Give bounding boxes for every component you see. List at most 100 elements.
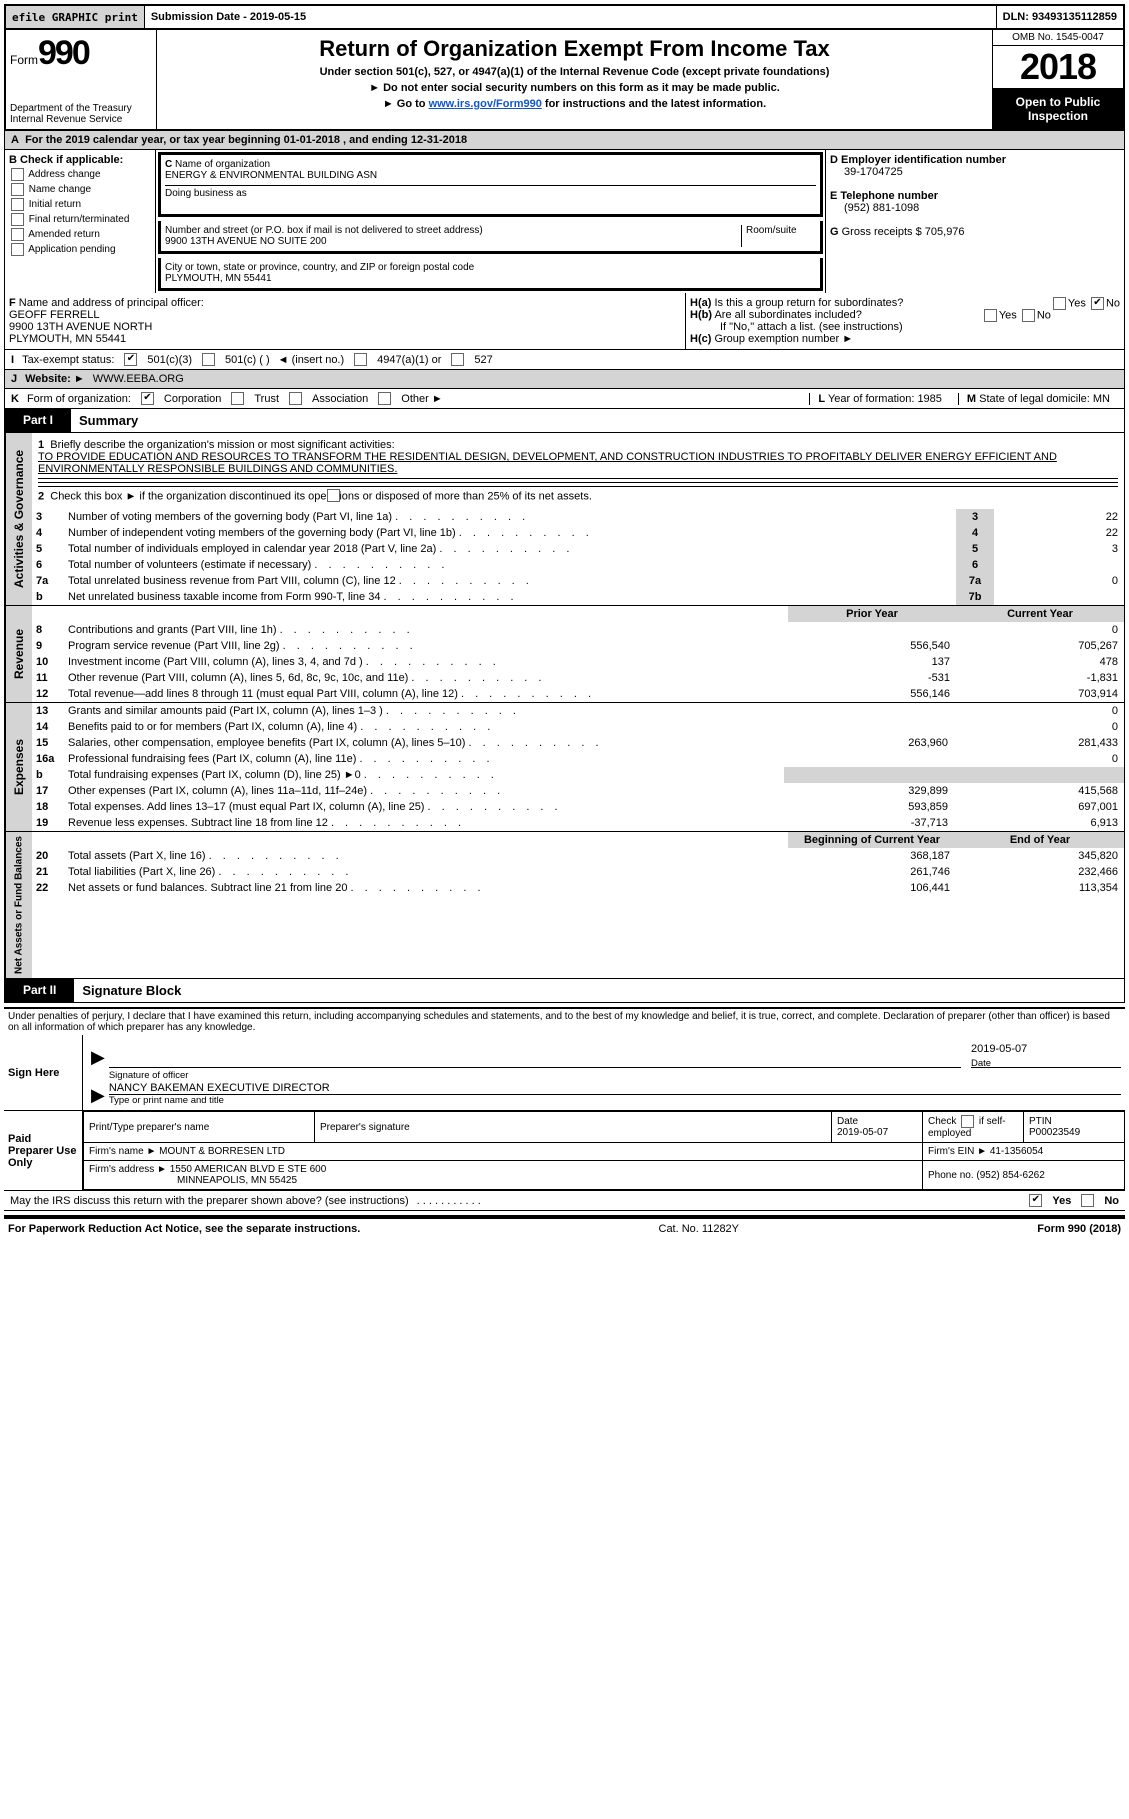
footer: For Paperwork Reduction Act Notice, see … (4, 1218, 1125, 1239)
form990-link[interactable]: www.irs.gov/Form990 (429, 98, 542, 110)
tax-year: 2018 (993, 46, 1123, 89)
dln: DLN: 93493135112859 (997, 6, 1123, 28)
sign-here-row: Sign Here ▶ Signature of officer 2019-05… (4, 1035, 1125, 1111)
officer-h-row: F Name and address of principal officer:… (4, 293, 1125, 350)
section-b: B Check if applicable: Address change Na… (5, 150, 156, 293)
cb-initial-return[interactable]: Initial return (9, 198, 151, 211)
subtitle-2: ► Do not enter social security numbers o… (163, 82, 986, 94)
state-domicile-label: State of legal domicile: (979, 393, 1090, 405)
line-a: A For the 2019 calendar year, or tax yea… (4, 131, 1125, 150)
officer-label: Name and address of principal officer: (19, 297, 204, 309)
cb-application-pending[interactable]: Application pending (9, 243, 151, 256)
cb-501c3[interactable] (124, 353, 137, 366)
vhead-expenses: Expenses (5, 703, 32, 831)
form-label: Form (10, 53, 38, 67)
preparer-table: Print/Type preparer's name Preparer's si… (83, 1111, 1125, 1190)
phone-value: (952) 881-1098 (844, 202, 1120, 214)
cb-4947[interactable] (354, 353, 367, 366)
city-state-zip: PLYMOUTH, MN 55441 (165, 273, 816, 284)
gross-receipts-g: G (830, 226, 839, 238)
penalties-text: Under penalties of perjury, I declare th… (4, 1007, 1125, 1035)
year-formation: 1985 (917, 393, 941, 405)
hb-note: If "No," attach a list. (see instruction… (720, 321, 1120, 333)
dept-treasury: Department of the Treasury (10, 103, 152, 114)
form-header: Form990 Department of the Treasury Inter… (4, 30, 1125, 131)
line-klm: KForm of organization: Corporation Trust… (4, 389, 1125, 409)
org-name-label: Name of organization (175, 159, 270, 170)
cb-corporation[interactable] (141, 392, 154, 405)
form-title: Return of Organization Exempt From Incom… (163, 36, 986, 62)
omb-number: OMB No. 1545-0047 (993, 30, 1123, 46)
ptin-label: PTIN (1029, 1116, 1052, 1127)
ha-yes[interactable]: Yes (1068, 297, 1086, 309)
discuss-row: May the IRS discuss this return with the… (4, 1191, 1125, 1211)
cb-trust[interactable] (231, 392, 244, 405)
cb-discontinued[interactable] (327, 489, 340, 502)
cb-name-change[interactable]: Name change (9, 183, 151, 196)
cb-discuss-yes[interactable] (1029, 1194, 1042, 1207)
gross-receipts-label: Gross receipts $ (842, 226, 922, 238)
state-domicile: MN (1093, 393, 1110, 405)
cb-527[interactable] (451, 353, 464, 366)
street-address: 9900 13TH AVENUE NO SUITE 200 (165, 236, 741, 247)
prep-date-val: 2019-05-07 (837, 1127, 888, 1138)
paid-preparer-row: Paid Preparer Use Only Print/Type prepar… (4, 1111, 1125, 1191)
expenses-section: Expenses 13Grants and similar amounts pa… (4, 703, 1125, 832)
prep-check-self[interactable]: Check if self-employed (928, 1116, 1006, 1139)
hb-text: Are all subordinates included? (714, 309, 861, 321)
paid-preparer-label: Paid Preparer Use Only (4, 1111, 83, 1190)
city-label: City or town, state or province, country… (165, 262, 816, 273)
line-i: ITax-exempt status: 501(c)(3) 501(c) ( )… (4, 350, 1125, 370)
hb-yes[interactable]: Yes (999, 309, 1017, 321)
part-1-title: Summary (71, 409, 146, 432)
mission-label: Briefly describe the organization's miss… (50, 439, 394, 451)
part-2-header: Part II Signature Block (4, 979, 1125, 1003)
room-suite-label: Room/suite (741, 225, 816, 247)
firm-ein: 41-1356054 (990, 1146, 1043, 1157)
governance-table: 3 Number of voting members of the govern… (32, 509, 1124, 605)
cb-discuss-no[interactable] (1081, 1194, 1094, 1207)
ptin-value: P00023549 (1029, 1127, 1080, 1138)
officer-addr1: 9900 13TH AVENUE NORTH (9, 321, 152, 333)
cb-501c[interactable] (202, 353, 215, 366)
vhead-netassets: Net Assets or Fund Balances (5, 832, 32, 978)
ein-label: D Employer identification number (830, 154, 1120, 166)
revenue-section: Revenue Prior YearCurrent Year8Contribut… (4, 606, 1125, 703)
sig-date-label: Date (971, 1058, 991, 1069)
cb-other[interactable] (378, 392, 391, 405)
section-deg: D Employer identification number 39-1704… (826, 150, 1124, 293)
prep-name-hdr: Print/Type preparer's name (84, 1112, 315, 1143)
activities-governance: Activities & Governance 1 Briefly descri… (4, 433, 1125, 606)
ha-text: Is this a group return for subordinates? (714, 297, 903, 309)
firm-addr2: MINNEAPOLIS, MN 55425 (177, 1175, 297, 1186)
cb-final-return[interactable]: Final return/terminated (9, 213, 151, 226)
net-assets-section: Net Assets or Fund Balances Beginning of… (4, 832, 1125, 979)
form-number: 990 (38, 34, 89, 72)
section-c: C Name of organization ENERGY & ENVIRONM… (156, 150, 826, 293)
part-1-header: Part I Summary (4, 409, 1125, 433)
sig-officer-label: Signature of officer (109, 1070, 189, 1081)
officer-name: GEOFF FERRELL (9, 309, 99, 321)
cb-association[interactable] (289, 392, 302, 405)
form-org-label: Form of organization: (27, 393, 131, 405)
line-2-text: Check this box ► if the organization dis… (50, 490, 592, 502)
foot-left: For Paperwork Reduction Act Notice, see … (8, 1223, 360, 1235)
line-j: JWebsite: ► WWW.EEBA.ORG (4, 370, 1125, 389)
vhead-activities: Activities & Governance (5, 433, 32, 605)
firm-name: MOUNT & BORRESEN LTD (159, 1146, 285, 1157)
foot-mid: Cat. No. 11282Y (360, 1223, 1037, 1235)
arrow-icon: ▶ (91, 1085, 105, 1106)
mission-text: TO PROVIDE EDUCATION AND RESOURCES TO TR… (38, 451, 1057, 475)
vhead-revenue: Revenue (5, 606, 32, 702)
hb-no[interactable]: No (1037, 309, 1051, 321)
cb-amended-return[interactable]: Amended return (9, 228, 151, 241)
part-2-title: Signature Block (74, 979, 189, 1002)
dept-irs: Internal Revenue Service (10, 114, 152, 125)
cb-address-change[interactable]: Address change (9, 168, 151, 181)
open-public-2: Inspection (995, 109, 1121, 123)
year-formation-label: Year of formation: (828, 393, 914, 405)
ha-no[interactable]: No (1106, 297, 1120, 309)
subtitle-3-post: for instructions and the latest informat… (542, 98, 766, 110)
efile-label: efile GRAPHIC print (6, 6, 145, 28)
addr-label: Number and street (or P.O. box if mail i… (165, 225, 741, 236)
